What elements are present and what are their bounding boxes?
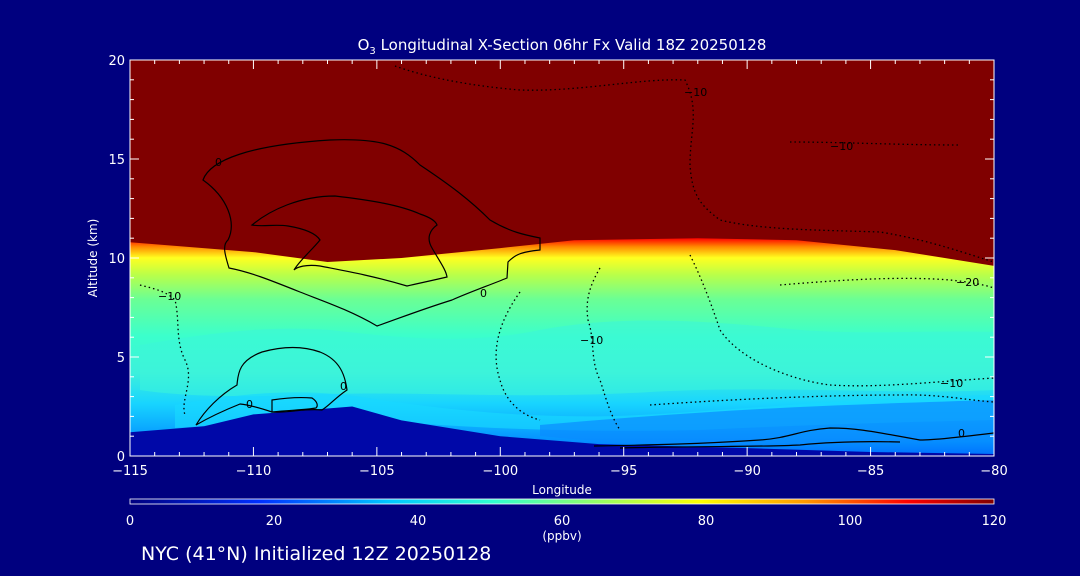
- x-tick-label: −105: [359, 464, 395, 479]
- colorbar: [130, 499, 994, 504]
- colorbar-tick-label: 100: [838, 514, 863, 529]
- colorbar-tick-label: 20: [266, 514, 283, 529]
- colorbar-tick-label: 60: [554, 514, 571, 529]
- contour-label: 0: [340, 380, 347, 393]
- solid-contours: [195, 139, 994, 449]
- x-tick-label: −110: [236, 464, 272, 479]
- chart-title: O3 Longitudinal X-Section 06hr Fx Valid …: [358, 36, 767, 57]
- contour-label: 0: [246, 398, 253, 411]
- x-tick-label: −115: [112, 464, 148, 479]
- colorbar-ticks: 0 20 40 60 80 100 120: [126, 514, 1007, 529]
- contour-label: −10: [830, 140, 853, 153]
- footer-init-info: NYC (41°N) Initialized 12Z 20250128: [141, 543, 491, 565]
- mid-troposphere-band: [140, 320, 994, 397]
- x-axis: −115 −110 −105 −100 −95 −90 −85 −80: [112, 60, 1008, 479]
- contour-label: −10: [580, 334, 603, 347]
- y-axis-label: Altitude (km): [86, 219, 100, 298]
- contour-0-upper: [202, 139, 541, 327]
- contour-labels: 0 0 0 0 −10 −10 −10 −10 −10 −20 0: [158, 86, 979, 440]
- x-axis-label: Longitude: [532, 483, 592, 497]
- contour-0-inner: [250, 195, 448, 287]
- y-tick-label: 0: [117, 450, 125, 465]
- plot-area: 0 0 0 0 −10 −10 −10 −10 −10 −20 0: [130, 60, 994, 456]
- colorbar-tick-label: 80: [698, 514, 715, 529]
- x-tick-label: −95: [610, 464, 637, 479]
- y-tick-label: 15: [108, 153, 125, 168]
- contour-0-lower-inner: [271, 397, 318, 413]
- colorbar-frame: [129, 498, 995, 505]
- x-tick-label: −85: [857, 464, 884, 479]
- contour-neg10-mid: [586, 267, 621, 431]
- colorbar-tick-label: 120: [982, 514, 1007, 529]
- contour-label: −10: [940, 377, 963, 390]
- colorbar-tick-label: 0: [126, 514, 134, 529]
- contour-0-surface-2: [619, 441, 901, 449]
- contour-neg10-top: [394, 65, 994, 263]
- contour-label: 0: [215, 156, 222, 169]
- contour-neg10-left: [139, 284, 190, 416]
- colorbar-unit-label: (ppbv): [542, 529, 581, 543]
- y-tick-label: 20: [108, 54, 125, 69]
- contour-label: −10: [158, 290, 181, 303]
- contour-label: 0: [480, 287, 487, 300]
- contour-0-surface: [593, 427, 994, 447]
- y-tick-label: 5: [117, 351, 125, 366]
- y-axis: 0 5 10 15 20: [108, 54, 994, 465]
- x-tick-label: −100: [482, 464, 518, 479]
- contour-label: 0: [958, 427, 965, 440]
- terrain-mask: [130, 406, 994, 456]
- contour-label: −10: [684, 86, 707, 99]
- x-tick-label: −80: [980, 464, 1007, 479]
- contour-neg10-upper-right: [789, 141, 961, 146]
- contour-0-lower: [195, 346, 348, 426]
- contour-label: −20: [956, 276, 979, 289]
- colorbar-tick-label: 40: [410, 514, 427, 529]
- y-tick-label: 10: [108, 252, 125, 267]
- x-tick-label: −90: [733, 464, 760, 479]
- dotted-contours: [139, 65, 994, 431]
